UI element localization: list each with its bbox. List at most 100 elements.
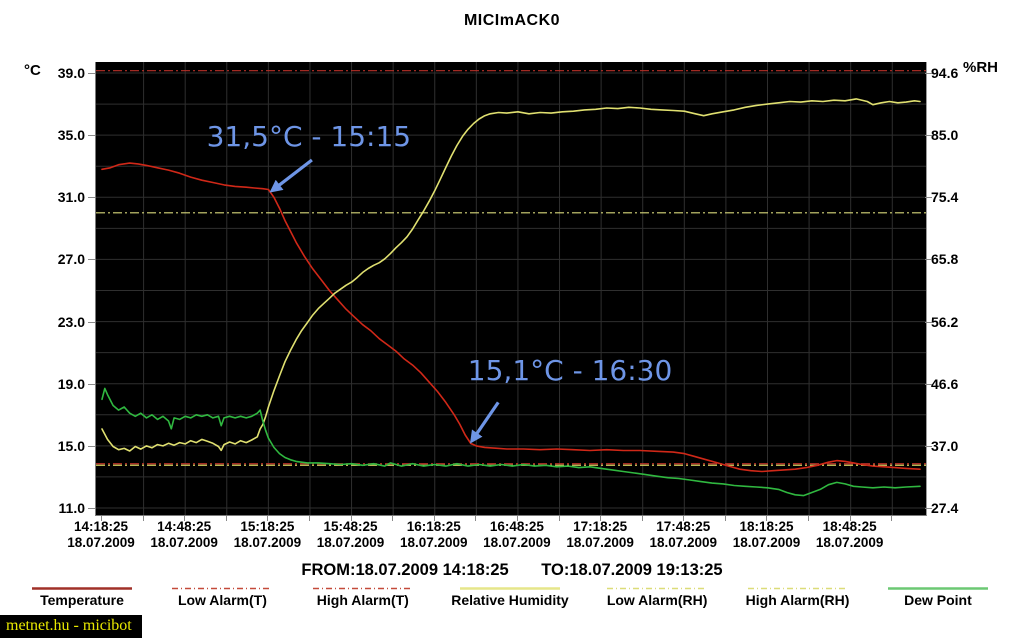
x-axis-tick [392,516,394,521]
legend-item-temperature: Temperature [30,586,134,608]
legend-label: Low Alarm(T) [177,592,267,608]
right-axis-tick [925,73,932,74]
annotation-arrow-2 [470,401,500,444]
right-axis-tick [925,321,932,323]
left-axis-tick-label: 35.0 [57,127,85,144]
right-axis-tick-label: 27.4 [931,500,959,516]
legend-line-icon [459,587,560,590]
left-axis-tick-label: 39.0 [57,65,85,81]
legend-line-icon [32,587,132,590]
left-axis-tick [88,321,95,323]
x-axis-tick [891,516,893,521]
x-axis-tick [350,516,352,521]
legend-label: Temperature [40,592,124,608]
right-axis-tick [925,135,932,137]
legend-line-icon [607,587,708,590]
x-axis-tick-label: 17:18:25 18.07.2009 [566,519,634,550]
right-axis-tick [925,197,932,199]
x-axis-tick [849,516,851,521]
legend-item-high-alarm-t-: High Alarm(T) [311,586,415,608]
legend-label: High Alarm(T) [316,592,409,608]
chart-title: MICImACK0 [463,12,561,29]
legend-line-icon [887,587,988,590]
x-axis-tick [225,516,227,521]
x-axis-tick [766,516,768,521]
legend-item-low-alarm-rh-: Low Alarm(RH) [605,586,709,608]
right-axis-tick [925,508,932,509]
legend-item-high-alarm-rh-: High Alarm(RH) [746,586,850,608]
x-axis-tick [475,516,477,521]
x-axis-tick [101,516,102,521]
x-axis-tick [308,516,310,521]
left-axis-tick-label: 11.0 [58,500,85,516]
right-axis-tick [925,445,932,447]
legend-label: Low Alarm(RH) [606,592,708,608]
left-axis-tick-label: 15.0 [57,437,85,454]
left-axis-tick-label: 19.0 [57,375,85,392]
legend-item-dew-point: Dew Point [886,586,990,608]
right-axis-tick-label: 94.6 [931,65,959,81]
left-axis-tick-label: 31.0 [57,189,85,206]
right-axis-tick-label: 65.8 [931,251,959,268]
x-axis-tick-label: 18:48:25 18.07.2009 [815,519,884,550]
legend-item-low-alarm-t-: Low Alarm(T) [170,586,274,608]
legend-label: High Alarm(RH) [745,592,850,608]
x-axis-tick-label: 18:18:25 18.07.2009 [732,519,801,550]
right-axis-tick-label: 56.2 [931,313,959,330]
right-axis-tick-label: 85.0 [931,127,959,144]
left-axis-tick-label: 27.0 [57,251,85,268]
legend-line-icon [312,587,413,590]
right-axis-tick-label: 46.6 [931,375,959,392]
legend-line-icon [747,587,848,590]
right-axis-unit: %RH [963,59,999,76]
time-range-to: TO:18.07.2009 19:13:25 [541,561,723,579]
x-axis-tick-label: 17:48:25 18.07.2009 [649,519,718,550]
x-axis-tick [558,516,560,521]
chart-canvas [96,62,926,515]
left-axis-tick-label: 23.0 [57,313,85,330]
left-axis-tick [88,73,95,74]
x-axis-tick [267,516,269,521]
watermark: metnet.hu - micibot [0,615,142,638]
x-axis-tick-label: 16:18:25 18.07.2009 [399,519,468,550]
right-axis-tick-label: 37.0 [931,437,959,454]
left-axis-unit: °C [24,62,41,79]
legend-label: Relative Humidity [451,592,569,608]
x-axis-tick [683,516,685,521]
left-axis-tick [88,383,95,385]
right-axis-tick-label: 75.4 [931,189,959,206]
x-axis-tick [516,516,518,521]
series-temperature [101,162,921,473]
right-axis-tick [925,259,932,261]
x-axis-tick [724,516,726,521]
annotation-arrow-1 [269,158,313,193]
x-axis-tick-label: 15:48:25 18.07.2009 [316,519,385,550]
left-axis-tick [88,135,95,137]
x-axis-tick [142,516,144,521]
right-axis-tick [925,383,932,385]
x-axis-tick [808,516,810,521]
legend-label: Dew Point [904,592,972,608]
left-axis-tick [88,508,95,509]
x-axis-tick [600,516,602,521]
legend: Temperature Low Alarm(T) High Alarm(T) Rela… [30,586,990,608]
annotation-label-1: 31,5°C - 15:15 [206,119,412,153]
x-axis-tick-label: 14:48:25 18.07.2009 [150,519,218,550]
x-axis-tick-label: 16:48:25 18.07.2009 [483,519,551,550]
annotation-label-2: 15,1°C - 16:30 [467,354,673,388]
time-range-from: FROM:18.07.2009 14:18:25 [301,561,509,579]
left-axis-tick [88,197,95,199]
x-axis-tick-label: 14:18:25 18.07.2009 [67,519,135,550]
x-axis-tick [641,516,643,521]
legend-line-icon [172,587,273,590]
x-axis-tick [184,516,186,521]
plot-area: 31,5°C - 15:15 15,1°C - 16:30 [95,62,927,516]
series-relative-humidity [101,98,921,452]
series-dew-point [101,387,921,497]
legend-item-relative-humidity: Relative Humidity [451,586,569,608]
left-axis-tick [88,445,95,447]
x-axis-tick [433,516,435,521]
time-range-label: FROM:18.07.2009 14:18:25 TO:18.07.2009 1… [0,561,1024,580]
x-axis-tick-label: 15:18:25 18.07.2009 [233,519,302,550]
